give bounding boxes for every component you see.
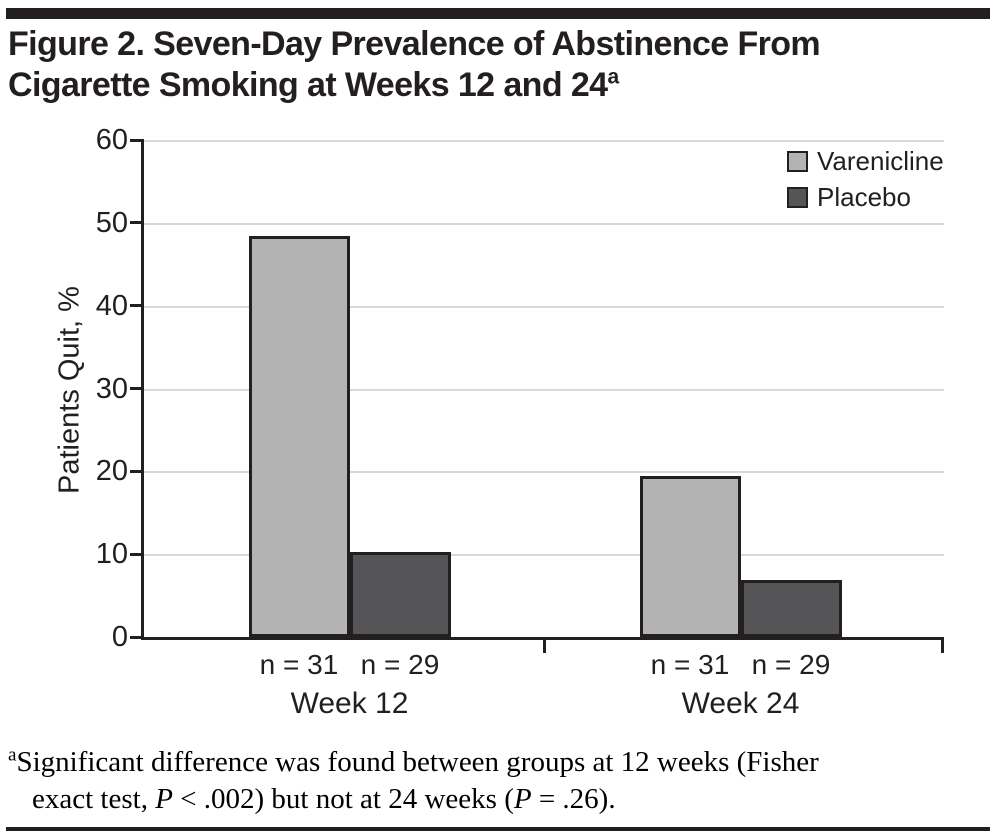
- y-tick-label-30: 30: [95, 372, 128, 405]
- y-tick-label-20: 20: [95, 455, 128, 488]
- y-tick-label-50: 50: [95, 206, 128, 239]
- n-label-placebo-week-12: n = 29: [360, 649, 440, 680]
- legend-item-varenicline: Varenicline: [787, 145, 944, 176]
- y-tick-label-10: 10: [95, 538, 128, 571]
- figure-title-line-2: Cigarette Smoking at Weeks 12 and 24: [8, 66, 608, 104]
- n-label-placebo-week-24: n = 29: [751, 649, 831, 680]
- y-tick-mark-20: [130, 469, 144, 473]
- legend-swatch-placebo: [787, 186, 808, 208]
- footnote-superscript: a: [8, 744, 17, 766]
- y-tick-mark-30: [130, 387, 144, 390]
- gridline-40: [144, 305, 944, 308]
- gridline-10: [144, 554, 944, 557]
- y-tick-mark-10: [130, 552, 144, 556]
- x-axis-mid-tick: [543, 640, 546, 653]
- footnote-text: = .26).: [531, 783, 616, 815]
- bar-varenicline-week-12: [248, 236, 350, 637]
- legend: Varenicline Placebo: [787, 145, 944, 220]
- y-tick-label-60: 60: [95, 124, 128, 156]
- figure-title: Figure 2. Seven-Day Prevalence of Abstin…: [8, 24, 821, 106]
- bar-placebo-week-12: [349, 551, 451, 637]
- footnote-p-italic: P: [513, 783, 532, 815]
- bottom-rule: [6, 827, 990, 831]
- y-tick-mark-40: [130, 304, 144, 308]
- y-tick-mark-50: [130, 221, 144, 225]
- footnote-text: exact test,: [32, 783, 156, 815]
- bar-placebo-week-24: [740, 579, 842, 637]
- n-label-varenicline-week-12: n = 31: [259, 649, 339, 680]
- footnote-line-1: aSignificant difference was found betwee…: [8, 744, 819, 778]
- footnote-p-italic: P: [155, 783, 173, 815]
- footnote-text: < .002) but not at 24 weeks (: [172, 783, 514, 815]
- footnote-line-2: exact test, P < .002) but not at 24 week…: [8, 781, 988, 818]
- footnote: aSignificant difference was found betwee…: [8, 744, 988, 818]
- bar-varenicline-week-24: [639, 476, 741, 637]
- x-category-label-week-24: Week 24: [681, 687, 800, 720]
- top-rule: [6, 8, 990, 19]
- plot-area: 0 10 20 30 40 50 60 n = 31 n = 29 Week 12 n = 31 n …: [96, 124, 944, 720]
- gridline-30: [144, 388, 944, 391]
- gridline-60: [144, 140, 944, 142]
- figure-title-superscript: a: [607, 65, 619, 89]
- legend-swatch-varenicline: [787, 150, 808, 172]
- y-tick-label-40: 40: [95, 289, 128, 322]
- x-category-label-week-12: Week 12: [290, 687, 409, 720]
- legend-label-varenicline: Varenicline: [817, 145, 944, 176]
- figure-title-line-1: Figure 2. Seven-Day Prevalence of Abstin…: [8, 25, 821, 63]
- n-label-varenicline-week-24: n = 31: [650, 649, 730, 680]
- gridline-20: [144, 471, 944, 474]
- y-tick-label-0: 0: [111, 621, 128, 653]
- y-tick-mark-0: [130, 635, 144, 639]
- y-tick-mark-60: [130, 138, 144, 142]
- legend-label-placebo: Placebo: [817, 181, 911, 212]
- x-axis-end-tick: [941, 640, 944, 653]
- gridline-50: [144, 222, 944, 225]
- legend-item-placebo: Placebo: [787, 181, 944, 212]
